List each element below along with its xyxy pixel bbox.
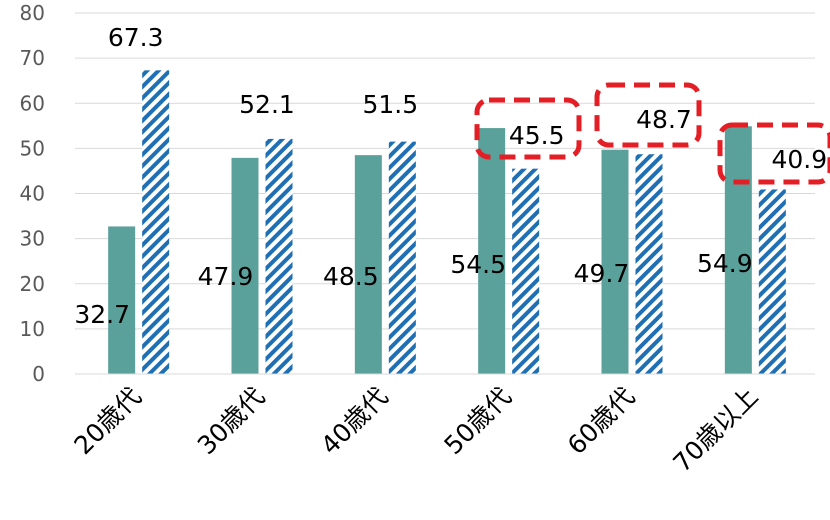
x-tick-label: 20歳代	[69, 382, 147, 460]
data-label-series-1: 49.7	[574, 259, 630, 288]
bar-series-2	[635, 154, 663, 374]
y-tick-label: 60	[20, 91, 45, 115]
x-tick-label: 40歳代	[315, 382, 393, 460]
bar-series-2	[512, 168, 540, 374]
data-label-series-2: 40.9	[771, 145, 827, 174]
data-label-series-2: 67.3	[108, 23, 164, 52]
x-tick-label: 60歳代	[562, 382, 640, 460]
bar-series-2	[758, 189, 786, 374]
data-label-series-2: 48.7	[636, 105, 692, 134]
bar-series-2	[142, 70, 170, 374]
highlight-box	[717, 122, 830, 185]
y-tick-label: 50	[20, 136, 45, 160]
y-tick-label: 70	[20, 46, 45, 70]
bar-series-1	[478, 128, 506, 374]
x-tick-label: 70歳以上	[668, 382, 764, 478]
data-label-series-1: 47.9	[198, 262, 254, 291]
bar-series-2	[265, 138, 293, 374]
bar-series-1	[354, 155, 382, 374]
y-tick-label: 30	[20, 227, 45, 251]
x-tick-label: 50歳代	[439, 382, 517, 460]
data-label-series-1: 48.5	[323, 262, 379, 291]
data-label-series-2: 45.5	[509, 121, 565, 150]
y-tick-label: 40	[20, 182, 45, 206]
bar-series-2	[388, 141, 416, 374]
bar-series-1	[601, 149, 629, 374]
data-label-series-2: 52.1	[239, 90, 295, 119]
highlight-box	[594, 82, 702, 148]
y-tick-label: 80	[20, 1, 45, 25]
highlight-box	[474, 97, 582, 160]
bar-series-1	[724, 126, 752, 374]
x-tick-label: 30歳代	[192, 382, 270, 460]
y-tick-label: 10	[20, 317, 45, 341]
bar-series-1	[231, 157, 259, 374]
data-label-series-1: 54.5	[450, 250, 506, 279]
y-tick-label: 0	[32, 362, 45, 386]
data-label-series-1: 32.7	[74, 300, 130, 329]
y-tick-label: 20	[20, 272, 45, 296]
data-label-series-1: 54.9	[697, 249, 753, 278]
bar-series-1	[108, 226, 136, 374]
data-label-series-2: 51.5	[362, 90, 418, 119]
